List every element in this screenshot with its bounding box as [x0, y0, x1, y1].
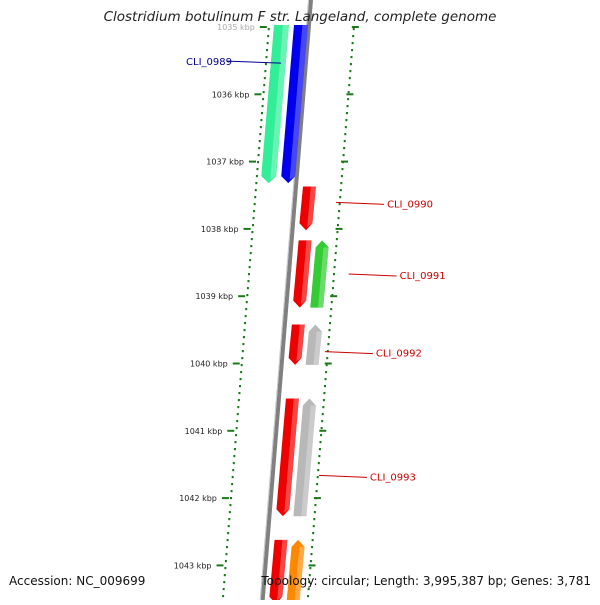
gene-feature [261, 25, 289, 184]
gene-label: CLI_0991 [400, 271, 446, 282]
gene-feature-shade [277, 539, 288, 601]
gene-feature [299, 186, 316, 231]
gene-feature-shade [270, 25, 289, 180]
ruler-tick-label: 1041 kbp [185, 427, 223, 436]
ruler-tick-label: 1038 kbp [201, 225, 239, 234]
gene-feature-shade [313, 331, 322, 365]
gene-feature [281, 25, 308, 184]
gene-label-leader [324, 351, 373, 355]
gene-feature-shade [284, 398, 299, 513]
gene-feature [276, 398, 299, 517]
ruler-tick-label: 1036 kbp [212, 90, 250, 99]
gene-label-leader [318, 474, 367, 478]
gene-label: CLI_0992 [376, 349, 422, 360]
gene-feature [293, 240, 312, 308]
gene-label-leader [226, 60, 282, 64]
gene-feature-shade [301, 405, 316, 517]
ruler-tick-label: 1042 kbp [179, 494, 217, 503]
gene-label-leader [348, 273, 397, 277]
accession-text: Accession: NC_009699 [9, 574, 146, 588]
ruler-tick-label: 1039 kbp [195, 292, 233, 301]
gene-feature [310, 240, 329, 308]
gene-feature [293, 398, 316, 517]
gene-feature [305, 324, 322, 365]
ruler-tick-label: 1037 kbp [206, 158, 244, 167]
gene-feature-shade [289, 25, 308, 180]
ruler-tick-label: 1043 kbp [174, 561, 212, 570]
gene-label-leader [335, 201, 385, 205]
gene-feature-shade [296, 324, 305, 362]
gene-feature-shade [318, 247, 329, 308]
gene-feature-shade [307, 186, 316, 227]
gene-label: CLI_0990 [387, 199, 433, 210]
gene-feature-shade [301, 240, 312, 305]
gene-feature [286, 539, 305, 604]
ruler-tick-label: 1040 kbp [190, 360, 228, 369]
ruler-tick-label: 1035 kbp [217, 23, 255, 32]
map-title: Clostridium botulinum F str. Langeland, … [103, 9, 497, 25]
gene-feature-shade [294, 546, 305, 604]
gene-feature [288, 324, 305, 365]
gene-label: CLI_0993 [370, 472, 416, 483]
backbone-line [260, 0, 313, 601]
genome-summary-text: Topology: circular; Length: 3,995,387 bp… [261, 574, 591, 588]
gene-label: CLI_0989 [186, 57, 232, 68]
gene-feature [269, 539, 288, 604]
